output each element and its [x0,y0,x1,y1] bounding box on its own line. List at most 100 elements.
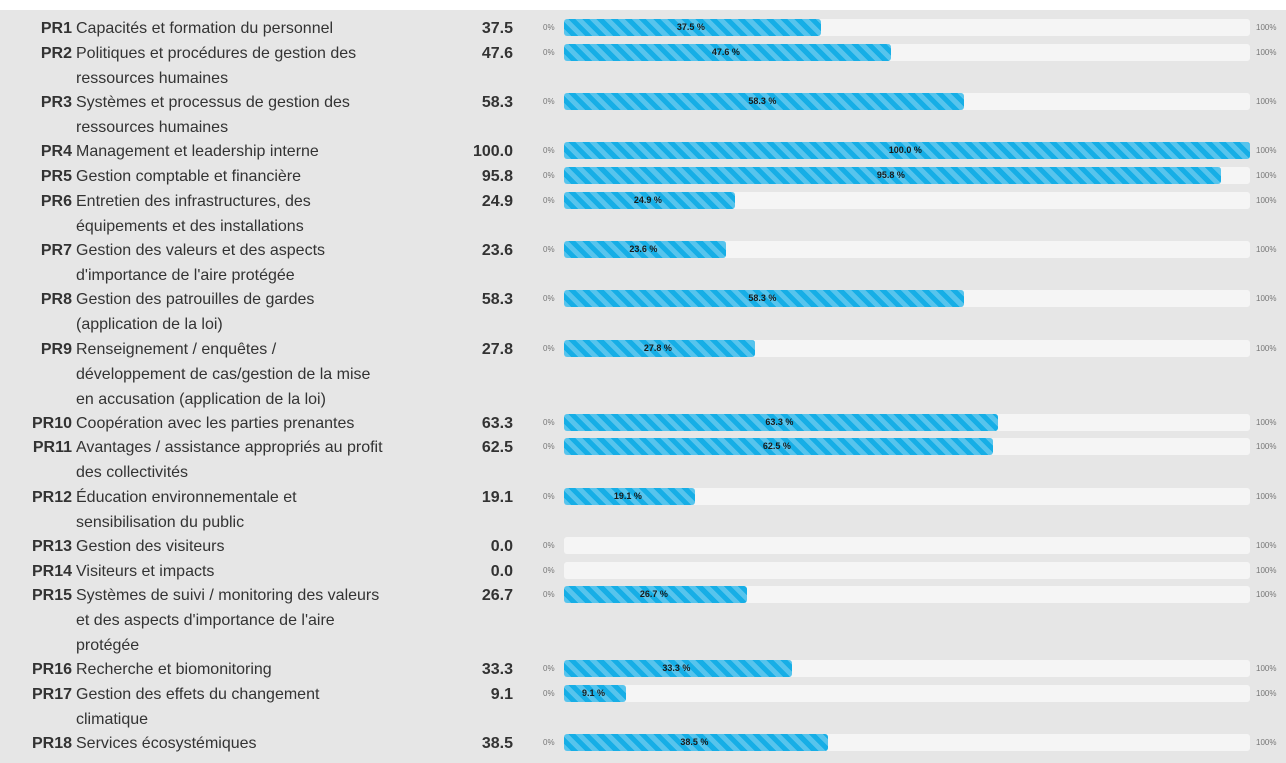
bar-fill [564,586,747,604]
bar-data-label: 62.5 % [762,441,791,452]
axis-max-label: 100% [1256,195,1277,205]
row-value: 38.5 [481,735,513,753]
row-label-line: des collectivités [76,464,189,482]
axis-min-label: 0% [543,565,555,575]
row-label-line: Gestion des patrouilles de gardes [76,291,315,309]
bar-data-label: 33.3 % [662,663,691,674]
bar-fill [564,413,998,431]
row-label-line: Politiques et procédures de gestion des [76,44,357,62]
chart-row-pr10: PR10 Coopération avec les parties prenant… [0,411,1286,436]
row-label-line: Avantages / assistance appropriés au pro… [76,439,383,457]
bar-track: 9.1 % [564,684,1250,702]
bar-fill [564,142,1250,160]
row-label: Gestion comptable et financière [76,164,456,189]
bar-data-label: 27.8 % [643,342,672,353]
row-code: PR7 [40,242,72,259]
row-label: Coopération avec les parties prenantes [76,411,456,436]
row-label-line: Capacités et formation du personnel [76,20,334,37]
row-label: Systèmes et processus de gestion des ress… [76,90,456,140]
axis-max-label: 100% [1256,540,1277,550]
row-label-line: Coopération avec les parties prenantes [76,414,355,432]
bar-data-label: 47.6 % [711,46,740,57]
bar-fill [564,241,726,258]
bar-track: 27.8 % [564,339,1250,357]
bar-track: 37.5 % [564,19,1250,36]
row-code: PR6 [40,192,72,210]
row-label: Capacités et formation du personnel [76,16,456,41]
row-label-line: (application de la loi) [76,316,223,334]
chart-row-pr7: PR7 Gestion des valeurs et des aspects d'i… [0,238,1286,287]
row-value: 26.7 [481,587,513,605]
axis-max-label: 100% [1256,294,1277,304]
bar-fill [564,487,695,505]
axis-min-label: 0% [543,171,555,180]
axis-max-label: 100% [1256,664,1277,674]
axis-min-label: 0% [543,97,555,106]
bar-track: 63.3 % [564,413,1250,431]
row-label: Renseignement / enquêtes / développement … [76,337,456,412]
row-label: Gestion des patrouilles de gardes (applic… [76,287,456,337]
row-label-line: ressources humaines [76,69,229,87]
axis-max-label: 100% [1256,688,1277,698]
row-label: Entretien des infrastructures, des équipe… [76,189,456,239]
axis-min-label: 0% [543,23,555,32]
bar-data-label: 58.3 % [748,96,777,106]
row-label: Systèmes de suivi / monitoring des valeu… [76,583,456,658]
chart-row-pr1: PR1 Capacités et formation du personnel 37… [0,16,1286,41]
bar-data-label: 24.9 % [633,194,662,205]
row-label-line: Management et leadership interne [76,143,319,161]
chart-row-pr4: PR4 Management et leadership interne 100.0… [0,139,1286,164]
bar-track: 58.3 % [564,290,1250,308]
row-code: PR15 [31,587,72,605]
row-code: PR13 [31,537,72,555]
axis-min-label: 0% [543,540,555,550]
row-code: PR3 [40,94,72,111]
chart-row-pr18: PR18 Services écosystémiques 38.5 0% 38.5 % 1… [0,731,1286,756]
bar-fill [564,43,891,61]
row-label-line: ressources humaines [76,119,229,136]
row-label-line: Gestion des valeurs et des aspects [76,242,326,259]
chart-row-pr3: PR3 Systèmes et processus de gestion des r… [0,90,1286,139]
row-label-line: Systèmes de suivi / monitoring des valeu… [76,587,380,605]
chart-row-pr15: PR15 Systèmes de suivi / monitoring des v… [0,583,1286,657]
axis-max-label: 100% [1256,97,1277,106]
bar-track: 24.9 % [564,191,1250,209]
row-label-line: Systèmes et processus de gestion des [76,94,350,111]
bar-data-label: 38.5 % [680,737,709,748]
row-code: PR9 [40,340,72,358]
bar-data-label: 58.3 % [748,293,777,304]
row-code: PR12 [31,488,72,506]
bar-track: 38.5 % [564,734,1250,752]
bar-track [564,536,1250,554]
bar-data-label: 95.8 % [876,170,905,180]
row-value: 58.3 [481,291,513,309]
axis-max-label: 100% [1256,491,1277,501]
row-label-line: protégée [76,637,140,655]
bar-data-label: 9.1 % [582,687,606,698]
axis-min-label: 0% [543,294,555,304]
bar-fill [564,93,964,110]
bar-fill [564,167,1221,184]
row-code: PR18 [31,735,72,753]
row-value: 58.3 [481,94,513,111]
row-value: 33.3 [481,661,513,679]
row-label-line: d'importance de l'aire protégée [76,267,295,284]
bar-data-label: 23.6 % [629,244,658,254]
chart-row-pr2: PR2 Politiques et procédures de gestion d… [0,41,1286,90]
axis-max-label: 100% [1256,565,1277,575]
row-code: PR5 [40,168,72,185]
axis-min-label: 0% [543,491,555,501]
axis-max-label: 100% [1256,47,1277,57]
row-code: PR4 [40,143,72,161]
chart-row-pr11: PR11 Avantages / assistance appropriés au… [0,435,1286,484]
axis-min-label: 0% [543,47,555,57]
chart-row-pr16: PR16 Recherche et biomonitoring 33.3 0% 33.3… [0,657,1286,682]
axis-min-label: 0% [543,442,555,452]
row-label-line: équipements et des installations [76,217,304,235]
row-label: Éducation environnementale et sensibilisa… [76,485,456,535]
chart-row-pr5: PR5 Gestion comptable et financière 95.8 0%… [0,164,1286,189]
row-code: PR1 [40,20,72,37]
bar-data-label: 26.7 % [639,589,668,600]
bar-data-label: 37.5 % [676,22,705,32]
bar-fill [564,734,828,752]
